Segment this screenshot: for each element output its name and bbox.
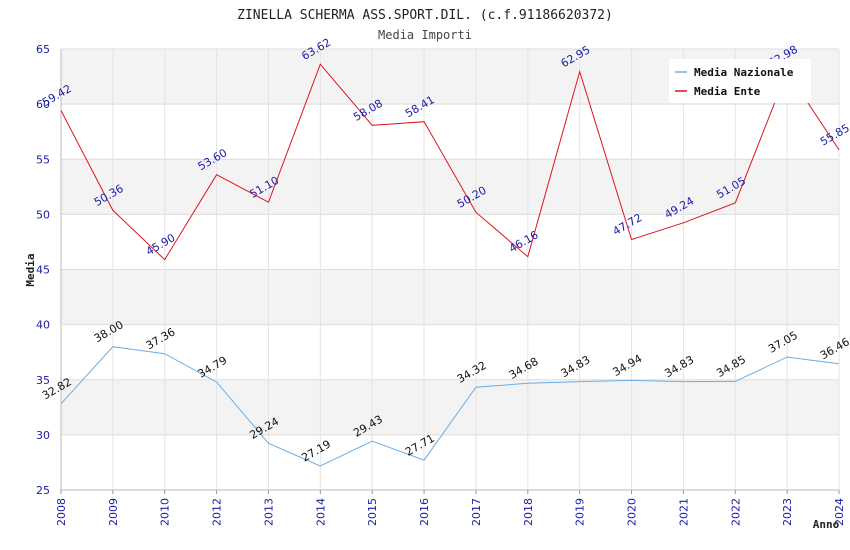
legend: Media Nazionale Media Ente bbox=[669, 59, 811, 103]
y-tick-label: 50 bbox=[36, 208, 50, 221]
band-50-55 bbox=[61, 159, 839, 215]
band-45-50 bbox=[61, 214, 839, 270]
legend-box bbox=[669, 59, 811, 103]
x-axis-ticks: 2008 2009 2010 2012 2013 2014 2015 2016 2017 2018… bbox=[55, 490, 846, 526]
chart-subtitle: Media Importi bbox=[378, 28, 472, 42]
chart-title: ZINELLA SCHERMA ASS.SPORT.DIL. (c.f.9118… bbox=[237, 8, 613, 23]
x-tick-label: 2013 bbox=[262, 498, 275, 526]
x-tick-label: 2019 bbox=[574, 498, 587, 526]
x-tick-label: 2021 bbox=[677, 498, 690, 526]
band-25-30 bbox=[61, 434, 839, 490]
x-tick-label: 2020 bbox=[626, 498, 639, 526]
y-axis-label: Media bbox=[24, 253, 37, 286]
x-tick-label: 2009 bbox=[107, 498, 120, 526]
series-lines bbox=[60, 63, 840, 467]
band-55-60 bbox=[61, 104, 839, 160]
legend-label-media-nazionale: Media Nazionale bbox=[694, 66, 794, 79]
y-tick-label: 25 bbox=[36, 484, 50, 497]
y-tick-label: 55 bbox=[36, 153, 50, 166]
x-tick-label: 2017 bbox=[470, 498, 483, 526]
x-tick-label: 2010 bbox=[159, 498, 172, 526]
y-tick-label: 35 bbox=[36, 374, 50, 387]
y-tick-label: 65 bbox=[36, 43, 50, 56]
x-tick-label: 2012 bbox=[211, 498, 224, 526]
grid-lines bbox=[60, 48, 840, 491]
y-axis-ticks: 25 30 35 40 45 50 55 60 65 bbox=[36, 43, 50, 497]
x-tick-label: 2023 bbox=[781, 498, 794, 526]
x-tick-label: 2015 bbox=[366, 498, 379, 526]
series-line-media-nazionale bbox=[60, 346, 840, 467]
y-tick-label: 45 bbox=[36, 264, 50, 277]
y-tick-label: 30 bbox=[36, 429, 50, 442]
x-tick-label: 2022 bbox=[729, 498, 742, 526]
series-line-media-ente bbox=[60, 63, 840, 261]
background-bands bbox=[61, 49, 839, 490]
band-40-45 bbox=[61, 269, 839, 325]
y-tick-label: 60 bbox=[36, 98, 50, 111]
legend-label-media-ente: Media Ente bbox=[694, 85, 761, 98]
x-tick-label: 2008 bbox=[55, 498, 68, 526]
x-tick-label: 2014 bbox=[314, 498, 327, 526]
band-30-35 bbox=[61, 379, 839, 435]
x-tick-label: 2024 bbox=[833, 498, 846, 526]
y-tick-label: 40 bbox=[36, 319, 50, 332]
x-axis-label: Anno bbox=[813, 518, 840, 531]
band-35-40 bbox=[61, 324, 839, 380]
x-tick-label: 2016 bbox=[418, 498, 431, 526]
x-tick-label: 2018 bbox=[522, 498, 535, 526]
